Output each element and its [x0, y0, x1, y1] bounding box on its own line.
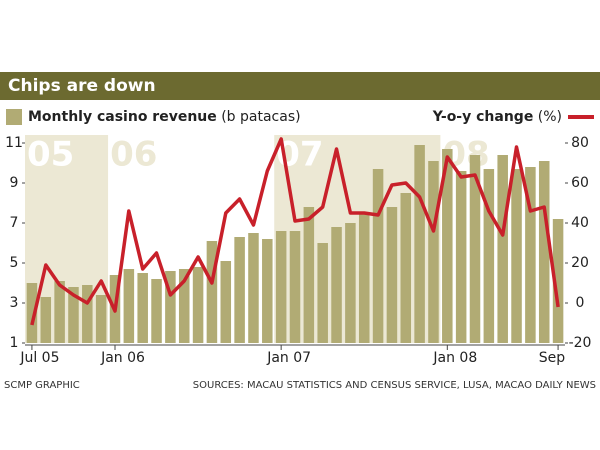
- y-tick-label: 11: [5, 135, 23, 151]
- bar: [525, 167, 536, 343]
- bar: [552, 219, 564, 343]
- y-tick-label: 1: [10, 335, 19, 351]
- source-right: SOURCES: MACAU STATISTICS AND CENSUS SER…: [193, 380, 596, 391]
- x-tick-label: Jan 08: [432, 350, 477, 366]
- y-tick-label: 3: [10, 295, 19, 311]
- bar: [289, 231, 301, 343]
- bar: [68, 287, 79, 343]
- year-label: 05: [27, 135, 74, 175]
- x-tick-label: Sep: [539, 350, 566, 366]
- y2-tick-label: 0: [576, 295, 585, 311]
- y2-tick-label: 80: [571, 135, 589, 151]
- bar: [234, 237, 245, 343]
- y-tick-label: 9: [10, 175, 19, 191]
- bar: [414, 145, 425, 343]
- title-band: [0, 72, 600, 100]
- year-label: 06: [110, 135, 157, 175]
- legend-line: Y-o-y change (%): [432, 109, 562, 125]
- bar: [331, 227, 342, 343]
- source-left: SCMP GRAPHIC: [4, 380, 80, 391]
- y2-tick-label: -20: [569, 335, 592, 351]
- bar: [345, 223, 356, 343]
- bar: [483, 169, 495, 343]
- bar: [206, 241, 218, 343]
- bar: [428, 161, 439, 343]
- bar: [386, 207, 398, 343]
- yoy-line: [30, 137, 560, 326]
- bar: [26, 283, 38, 343]
- bar: [455, 171, 467, 343]
- legend-name: Monthly casino revenue: [28, 109, 217, 125]
- bar: [137, 273, 148, 343]
- x-tick-label: Jan 06: [100, 350, 145, 366]
- bar: [54, 281, 65, 343]
- bar: [82, 285, 93, 343]
- bar: [275, 231, 287, 343]
- y-tick-label: 7: [10, 215, 19, 231]
- year-band: [274, 135, 441, 343]
- bar: [123, 269, 135, 343]
- legend-unit: (b patacas): [221, 109, 300, 125]
- bar: [40, 297, 52, 343]
- bar: [511, 169, 522, 343]
- bar: [442, 149, 453, 343]
- bar: [469, 155, 481, 343]
- bar: [151, 279, 162, 343]
- bar: [178, 269, 190, 343]
- year-band: [25, 135, 109, 343]
- y2-tick-label: 20: [571, 255, 589, 271]
- y-tick-label: 5: [10, 255, 19, 271]
- legend-swatch-bars: [6, 109, 22, 125]
- legend-name: Y-o-y change: [432, 109, 534, 125]
- x-tick-label: Jan 07: [266, 350, 311, 366]
- x-tick-label: Jul 05: [19, 350, 59, 366]
- bar: [165, 271, 176, 343]
- bar: [497, 155, 508, 343]
- legend-bars: Monthly casino revenue (b patacas): [28, 109, 301, 125]
- bar: [358, 213, 370, 343]
- bar: [220, 261, 232, 343]
- bar: [372, 169, 384, 343]
- bar: [248, 233, 259, 343]
- bar: [317, 243, 328, 343]
- legend-unit: (%): [538, 109, 562, 125]
- bar: [192, 267, 204, 343]
- y2-tick-label: 60: [571, 175, 589, 191]
- bar: [400, 193, 412, 343]
- bar: [95, 295, 107, 343]
- chart-title: Chips are down: [8, 76, 156, 96]
- bar: [303, 207, 315, 343]
- bar: [538, 161, 550, 343]
- y2-tick-label: 40: [571, 215, 589, 231]
- bar: [262, 239, 273, 343]
